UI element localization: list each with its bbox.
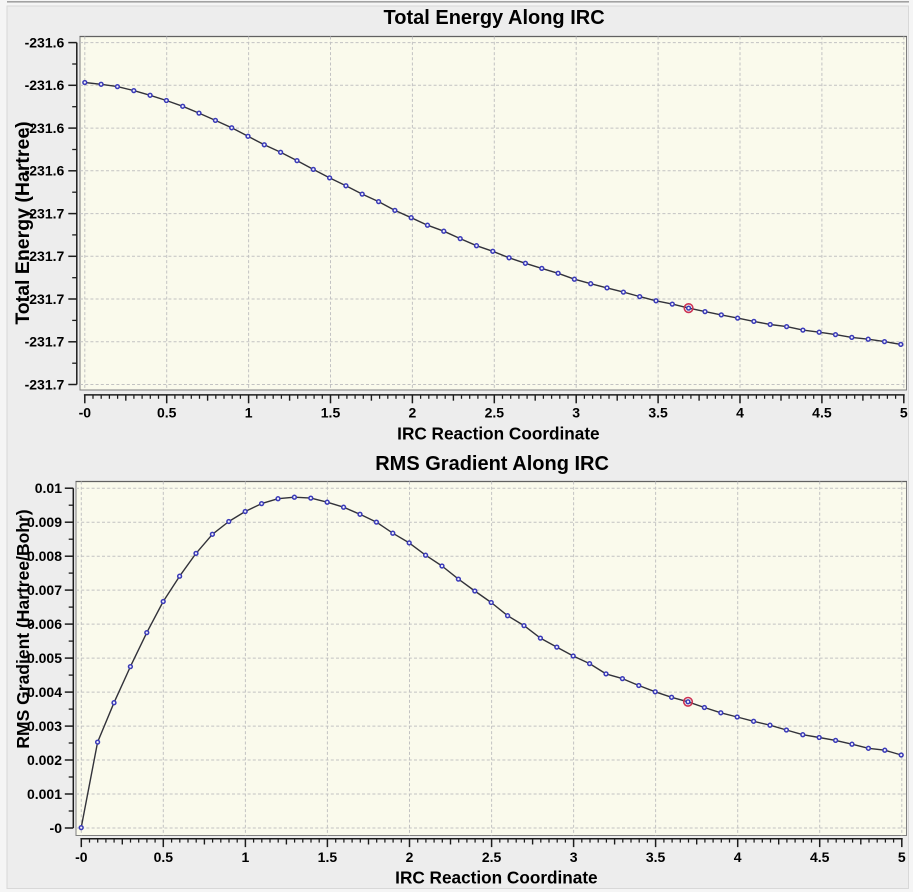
svg-text:0.5: 0.5 — [154, 849, 174, 865]
svg-text:-0: -0 — [79, 405, 92, 421]
svg-text:Total Energy (Hartree): Total Energy (Hartree) — [12, 121, 34, 324]
svg-text:1.5: 1.5 — [321, 405, 341, 421]
svg-text:2: 2 — [406, 849, 414, 865]
svg-text:-0: -0 — [75, 849, 88, 865]
svg-text:1: 1 — [242, 849, 250, 865]
svg-text:2.5: 2.5 — [485, 405, 505, 421]
svg-text:-231.7: -231.7 — [25, 206, 65, 222]
svg-text:4: 4 — [736, 405, 744, 421]
svg-text:0.5: 0.5 — [157, 405, 177, 421]
svg-text:3: 3 — [572, 405, 580, 421]
svg-text:0.009: 0.009 — [27, 514, 62, 530]
svg-text:-231.7: -231.7 — [25, 291, 65, 307]
svg-text:1.5: 1.5 — [318, 849, 338, 865]
svg-text:Total Energy Along IRC: Total Energy Along IRC — [384, 7, 605, 29]
svg-text:0.004: 0.004 — [27, 684, 62, 700]
svg-text:0.002: 0.002 — [27, 752, 62, 768]
svg-text:-231.6: -231.6 — [25, 35, 65, 51]
svg-text:4.5: 4.5 — [812, 405, 832, 421]
svg-text:3.5: 3.5 — [648, 405, 668, 421]
svg-text:-231.7: -231.7 — [25, 334, 65, 350]
svg-text:-231.6: -231.6 — [25, 120, 65, 136]
svg-text:0.007: 0.007 — [27, 582, 62, 598]
svg-text:2.5: 2.5 — [482, 849, 502, 865]
svg-text:-231.7: -231.7 — [25, 248, 65, 264]
svg-text:0.005: 0.005 — [27, 650, 62, 666]
svg-text:0.006: 0.006 — [27, 616, 62, 632]
svg-text:3.5: 3.5 — [646, 849, 666, 865]
svg-text:IRC Reaction Coordinate: IRC Reaction Coordinate — [395, 868, 597, 888]
svg-text:3: 3 — [570, 849, 578, 865]
svg-text:-231.6: -231.6 — [25, 77, 65, 93]
svg-text:1: 1 — [245, 405, 253, 421]
svg-text:-0: -0 — [50, 820, 63, 836]
svg-text:RMS Gradient (Hartree/Bohr): RMS Gradient (Hartree/Bohr) — [13, 509, 33, 748]
svg-text:-231.7: -231.7 — [25, 376, 65, 392]
svg-text:IRC Reaction Coordinate: IRC Reaction Coordinate — [397, 424, 599, 444]
svg-text:0.01: 0.01 — [35, 480, 62, 496]
svg-text:2: 2 — [409, 405, 417, 421]
svg-text:5: 5 — [900, 405, 908, 421]
svg-text:4: 4 — [734, 849, 742, 865]
svg-text:0.003: 0.003 — [27, 718, 62, 734]
svg-text:-231.6: -231.6 — [25, 163, 65, 179]
svg-text:0.008: 0.008 — [27, 548, 62, 564]
svg-text:RMS Gradient Along IRC: RMS Gradient Along IRC — [375, 453, 609, 475]
svg-text:5: 5 — [898, 849, 906, 865]
svg-text:4.5: 4.5 — [810, 849, 830, 865]
svg-text:0.001: 0.001 — [27, 786, 62, 802]
